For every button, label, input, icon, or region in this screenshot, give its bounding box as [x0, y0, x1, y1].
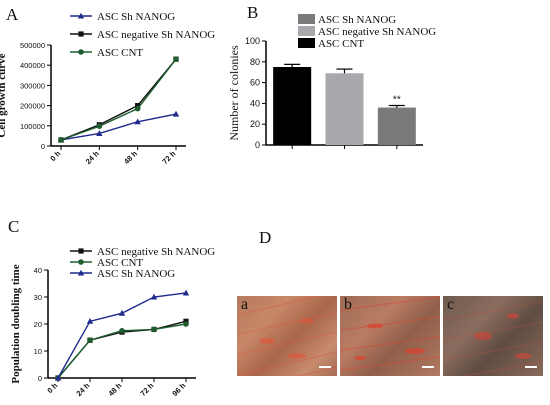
x-tick-label: 48 h — [106, 381, 123, 398]
scale-bar — [319, 366, 331, 368]
bar — [325, 73, 364, 145]
significance-annotation: ** — [393, 94, 401, 105]
y-axis-label: Number of colonies — [227, 45, 241, 141]
x-tick-label: 0 h — [45, 381, 59, 395]
data-point — [96, 130, 103, 136]
micrograph-c-texture — [443, 301, 543, 376]
legend-marker — [77, 269, 85, 276]
data-point — [172, 110, 180, 117]
y-tick-label: 100 — [245, 36, 260, 46]
y-axis-label: Cell growth curve — [0, 53, 8, 137]
data-point — [86, 318, 94, 324]
legend-swatch — [298, 26, 315, 36]
chart-b-colonies: 0 20 40 60 80 100 ** Number of colonies ASC Sh N… — [227, 14, 436, 150]
data-point — [96, 123, 103, 130]
series-line — [57, 292, 187, 379]
x-tick-label: 24 h — [84, 149, 101, 166]
data-point — [135, 103, 141, 109]
y-tick-label: 100000 — [20, 122, 45, 131]
y-tick-label: 0 — [38, 374, 42, 383]
data-point — [134, 105, 141, 112]
micrograph-b-texture — [340, 296, 440, 371]
scale-bar — [422, 366, 434, 368]
legend-swatch — [298, 38, 315, 48]
data-point — [151, 326, 157, 333]
legend-marker — [78, 49, 84, 55]
micrograph-a-texture — [237, 296, 337, 376]
series-line — [60, 113, 177, 141]
data-point — [182, 289, 190, 296]
series-line — [60, 58, 177, 141]
y-tick-label: 20 — [250, 119, 260, 129]
panel-label-c: C — [8, 217, 19, 236]
legend-marker — [78, 248, 84, 254]
legend-label: ASC Sh NANOG — [97, 11, 175, 23]
micrograph-a: a — [237, 296, 337, 376]
micrograph-c: c — [443, 296, 543, 376]
legend-swatch — [298, 14, 315, 24]
legend-label: ASC negative Sh NANOG — [97, 29, 215, 41]
y-tick-label: 40 — [250, 98, 260, 108]
legend-label: ASC negative Sh NANOG — [318, 26, 436, 38]
legend-label: ASC CNT — [97, 257, 143, 269]
data-point — [134, 118, 141, 125]
legend-marker — [77, 12, 85, 19]
y-tick-label: 60 — [250, 78, 260, 88]
x-tick-label: 24 h — [74, 381, 91, 398]
y-axis-label: Population doubling time — [10, 264, 22, 383]
data-point — [87, 337, 93, 344]
data-point — [150, 293, 158, 300]
panel-label-b: B — [247, 3, 258, 22]
bar — [273, 67, 312, 145]
legend-marker — [78, 31, 84, 37]
x-tick-label: 0 h — [48, 149, 62, 163]
y-tick-label: 40 — [34, 266, 42, 275]
panel-label-d: D — [259, 228, 271, 247]
y-tick-label: 20 — [34, 320, 42, 329]
micrograph-b-label: b — [344, 296, 352, 313]
panel-label-a: A — [6, 5, 19, 24]
y-tick-label: 10 — [34, 347, 42, 356]
y-tick-label: 300000 — [20, 81, 45, 90]
x-tick-label: 48 h — [122, 149, 139, 166]
x-tick-label: 72 h — [138, 381, 155, 398]
chart-a-cell-growth: 0 100000 200000 300000 400000 500000 0 h 24 h 48… — [0, 11, 215, 166]
y-tick-label: 80 — [250, 57, 260, 67]
scale-bar — [525, 366, 537, 368]
x-tick-label: 96 h — [170, 381, 187, 398]
data-point — [173, 56, 179, 62]
chart-c-doubling-time: 0 10 20 30 40 0 h 24 h 48 h 72 h 96 h Population d… — [10, 246, 215, 398]
legend-label: ASC negative Sh NANOG — [97, 246, 215, 258]
x-tick-label: 72 h — [160, 149, 177, 166]
legend-label: ASC CNT — [318, 38, 364, 50]
legend-marker — [78, 259, 84, 265]
data-point — [58, 137, 64, 143]
data-point — [54, 374, 62, 381]
y-tick-label: 0 — [255, 140, 260, 150]
data-point — [119, 327, 125, 334]
legend-label: ASC Sh NANOG — [97, 268, 175, 280]
data-point — [183, 321, 189, 327]
micrograph-b: b — [340, 296, 440, 376]
legend-label: ASC CNT — [97, 47, 143, 59]
y-tick-label: 500000 — [20, 41, 45, 50]
y-tick-label: 200000 — [20, 102, 45, 111]
bar — [377, 107, 416, 145]
legend-label: ASC Sh NANOG — [318, 14, 396, 26]
micrograph-a-label: a — [241, 296, 249, 313]
y-tick-label: 30 — [34, 293, 42, 302]
y-tick-label: 400000 — [20, 61, 45, 70]
data-point — [118, 309, 126, 316]
micrograph-c-label: c — [447, 296, 455, 313]
y-tick-label: 0 — [41, 142, 45, 151]
